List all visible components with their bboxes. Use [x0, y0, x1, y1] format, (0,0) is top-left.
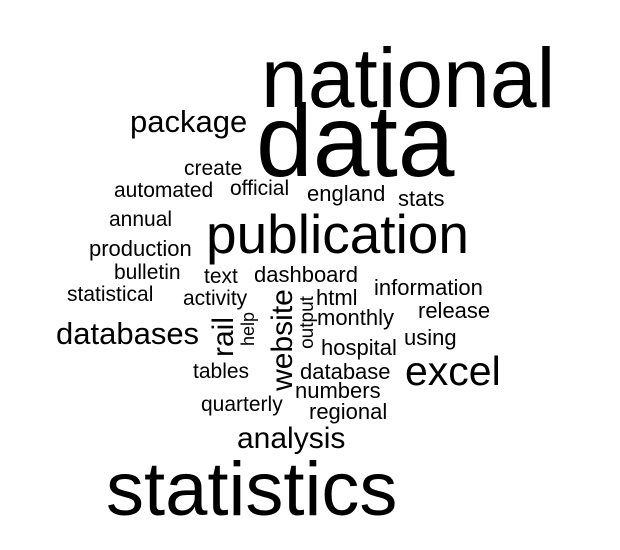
word-rail: rail	[207, 316, 241, 358]
word-production: production	[89, 236, 192, 261]
word-publication: publication	[206, 203, 469, 265]
word-hospital: hospital	[321, 335, 397, 360]
word-activity: activity	[183, 287, 248, 310]
word-regional: regional	[309, 399, 388, 424]
word-annual: annual	[109, 208, 173, 231]
word-monthly: monthly	[317, 305, 395, 330]
word-website: website	[265, 289, 299, 391]
word-output: output	[296, 296, 318, 349]
word-html: html	[316, 285, 358, 310]
word-bulletin: bulletin	[114, 261, 181, 284]
word-dashboard: dashboard	[254, 262, 358, 287]
word-create: create	[184, 157, 243, 180]
word-statistics: statistics	[106, 447, 398, 532]
word-quarterly: quarterly	[201, 393, 283, 416]
word-automated: automated	[114, 179, 214, 202]
word-statistical: statistical	[67, 283, 154, 306]
word-official: official	[230, 177, 290, 200]
word-package: package	[130, 104, 248, 139]
word-national: national	[261, 31, 556, 125]
word-data: data	[256, 84, 455, 198]
word-information: information	[374, 275, 483, 300]
word-databases: databases	[56, 316, 200, 351]
word-release: release	[418, 298, 491, 323]
word-england: england	[307, 181, 386, 206]
word-text: text	[204, 265, 238, 288]
word-stats: stats	[398, 186, 445, 211]
word-numbers: numbers	[295, 378, 381, 403]
word-using: using	[404, 325, 457, 350]
word-help: help	[238, 311, 259, 347]
word-database: database	[300, 359, 391, 384]
word-tables: tables	[193, 360, 250, 383]
word-analysis: analysis	[237, 422, 346, 455]
word-excel: excel	[405, 348, 501, 394]
